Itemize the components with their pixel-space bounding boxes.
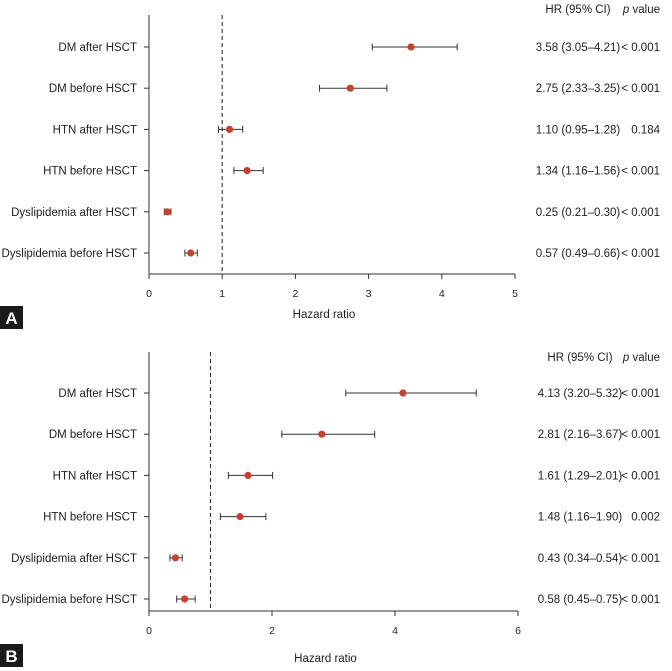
- row-label: HTN after HSCT: [53, 470, 137, 482]
- x-axis-title: Hazard ratio: [294, 653, 357, 665]
- hr-ci-value: 0.43 (0.34–0.54): [538, 553, 623, 565]
- hr-point: [243, 167, 251, 175]
- hr-point: [236, 513, 244, 521]
- panel-letter-box: [0, 644, 23, 667]
- row-label: Dyslipidemia before HSCT: [2, 594, 138, 606]
- hr-point: [346, 84, 354, 92]
- hr-ci-value: 0.25 (0.21–0.30): [536, 207, 621, 219]
- x-tick-label: 3: [366, 288, 372, 300]
- x-tick-label: 2: [269, 625, 275, 637]
- p-value: < 0.001: [621, 470, 660, 482]
- p-value: < 0.001: [621, 42, 660, 54]
- p-header-italic: p: [622, 352, 630, 364]
- x-axis-title: Hazard ratio: [293, 309, 356, 321]
- hr-ci-value: 1.61 (1.29–2.01): [538, 470, 623, 482]
- row-label: HTN before HSCT: [43, 512, 137, 524]
- hr-ci-value: 3.58 (3.05–4.21): [536, 42, 621, 54]
- x-tick-label: 0: [146, 625, 152, 637]
- hr-ci-value: 1.10 (0.95–1.28): [536, 124, 621, 136]
- hr-point: [187, 249, 195, 257]
- x-tick-label: 4: [392, 625, 398, 637]
- panel-letter: A: [5, 309, 17, 328]
- p-value: < 0.001: [621, 166, 660, 178]
- hr-column-header: HR (95% CI): [547, 352, 612, 364]
- hr-ci-value: 0.57 (0.49–0.66): [536, 248, 621, 260]
- p-header-rest: value: [629, 4, 660, 16]
- panel-a: 0 1 2 3 4 5 Hazard ratio HR (95% CI) p value DM a…: [0, 4, 661, 329]
- hr-point: [163, 208, 171, 216]
- p-value: < 0.001: [621, 207, 660, 219]
- panel-letter: B: [5, 647, 17, 666]
- x-tick-label: 5: [512, 288, 518, 300]
- p-value: 0.002: [631, 512, 660, 524]
- p-value: < 0.001: [621, 594, 660, 606]
- x-tick-label: 6: [515, 625, 521, 637]
- row-label: DM after HSCT: [58, 42, 137, 54]
- p-header-rest: value: [629, 352, 660, 364]
- panel-letter-box: [0, 306, 23, 329]
- row-label: DM after HSCT: [58, 388, 137, 400]
- hr-point: [318, 430, 326, 438]
- hr-point: [407, 43, 415, 51]
- hr-ci-value: 2.81 (2.16–3.67): [538, 429, 623, 441]
- p-column-header: p value: [622, 4, 660, 16]
- p-value: 0.184: [631, 124, 660, 136]
- row-label: Dyslipidemia after HSCT: [11, 553, 137, 565]
- panel-b: 0 2 4 6 Hazard ratio HR (95% CI) p value DM aft…: [0, 352, 660, 667]
- row-label: Dyslipidemia before HSCT: [2, 248, 138, 260]
- p-header-italic: p: [622, 4, 630, 16]
- hr-column-header: HR (95% CI): [545, 4, 610, 16]
- hr-ci-value: 1.34 (1.16–1.56): [536, 166, 621, 178]
- p-value: < 0.001: [621, 553, 660, 565]
- p-value: < 0.001: [621, 429, 660, 441]
- x-tick-label: 4: [439, 288, 445, 300]
- hr-point: [181, 595, 189, 603]
- row-label: Dyslipidemia after HSCT: [11, 207, 137, 219]
- hr-ci-value: 0.58 (0.45–0.75): [538, 594, 623, 606]
- hr-point: [244, 471, 252, 479]
- hr-ci-value: 2.75 (2.33–3.25): [536, 83, 621, 95]
- x-tick-label: 1: [219, 288, 225, 300]
- hr-point: [171, 554, 180, 562]
- row-label: DM before HSCT: [49, 429, 137, 441]
- row-label: HTN after HSCT: [53, 124, 137, 136]
- row-label: DM before HSCT: [49, 83, 137, 95]
- hr-ci-value: 4.13 (3.20–5.32): [538, 388, 623, 400]
- p-value: < 0.001: [621, 388, 660, 400]
- x-tick-label: 0: [146, 288, 152, 300]
- p-column-header: p value: [622, 352, 660, 364]
- p-value: < 0.001: [621, 83, 660, 95]
- hr-point: [225, 125, 234, 133]
- x-tick-label: 2: [292, 288, 298, 300]
- hr-ci-value: 1.48 (1.16–1.90): [538, 512, 623, 524]
- p-value: < 0.001: [621, 248, 660, 260]
- row-label: HTN before HSCT: [43, 166, 137, 178]
- hr-point: [399, 389, 407, 397]
